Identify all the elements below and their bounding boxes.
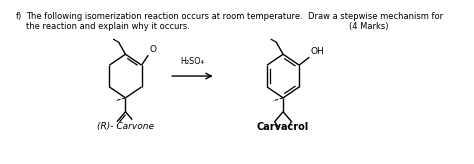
Text: (R)- Carvone: (R)- Carvone bbox=[97, 122, 154, 131]
Text: H₂SO₄: H₂SO₄ bbox=[181, 57, 204, 66]
Text: OH: OH bbox=[310, 47, 324, 56]
Text: f): f) bbox=[16, 12, 22, 21]
Text: Carvacrol: Carvacrol bbox=[257, 122, 309, 132]
Text: O: O bbox=[149, 45, 156, 54]
Text: (4 Marks): (4 Marks) bbox=[349, 21, 389, 31]
Text: The following isomerization reaction occurs at room temperature.  Draw a stepwis: The following isomerization reaction occ… bbox=[26, 12, 443, 21]
Text: the reaction and explain why it occurs.: the reaction and explain why it occurs. bbox=[26, 21, 190, 31]
